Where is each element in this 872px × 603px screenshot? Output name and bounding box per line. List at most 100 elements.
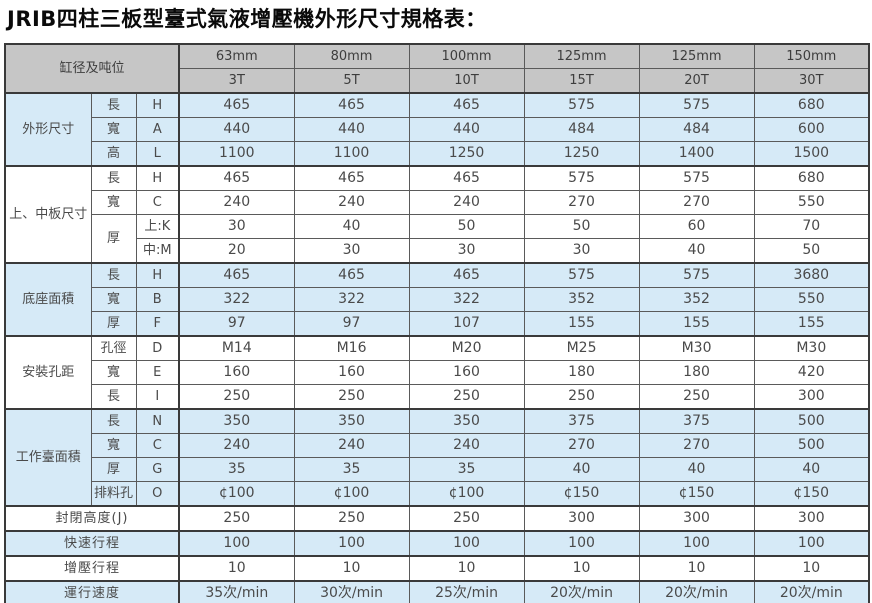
bore-header-cell: 80mm: [293, 43, 410, 69]
value-cell: 40: [638, 238, 755, 264]
value-cell: 155: [753, 311, 870, 337]
value-cell: 60: [638, 214, 755, 239]
value-cell: 352: [638, 287, 755, 312]
value-cell: ¢100: [293, 481, 410, 507]
value-cell: 250: [523, 384, 640, 410]
code-label-cell: F: [135, 311, 180, 337]
value-cell: 465: [178, 92, 295, 118]
dim-label-cell: 排料孔: [90, 481, 137, 507]
value-cell: 240: [178, 190, 295, 215]
value-cell: ¢100: [408, 481, 525, 507]
value-cell: 155: [523, 311, 640, 337]
value-cell: 465: [293, 165, 410, 191]
value-cell: 420: [753, 360, 870, 385]
value-cell: M30: [753, 335, 870, 361]
value-cell: 375: [523, 408, 640, 434]
bore-header-cell: 150mm: [753, 43, 870, 69]
spec-table: 缸径及吨位 63mm 80mm 100mm 125mm 125mm 150mm 3T 5T 10T…: [4, 43, 871, 603]
footer-label-cell: 運行速度: [4, 580, 180, 603]
value-cell: 1250: [408, 141, 525, 167]
dim-label-cell: 寬: [90, 360, 137, 385]
value-cell: 350: [408, 408, 525, 434]
value-cell: 600: [753, 117, 870, 142]
code-label-cell: A: [135, 117, 180, 142]
dim-label-cell: 寬: [90, 433, 137, 458]
group-label-cell: 工作臺面積: [4, 408, 92, 507]
table-row: 排料孔 O ¢100 ¢100 ¢100 ¢150 ¢150 ¢150: [5, 481, 870, 507]
table-row: 寬 B 322 322 322 352 352 550: [5, 287, 870, 312]
value-cell: 465: [178, 165, 295, 191]
value-cell: 250: [178, 505, 295, 532]
dim-label-cell: 長: [90, 165, 137, 191]
tonnage-header-cell: 15T: [523, 68, 640, 94]
value-cell: 575: [523, 92, 640, 118]
value-cell: 240: [293, 190, 410, 215]
code-label-cell: H: [135, 262, 180, 288]
value-cell: 35: [293, 457, 410, 482]
table-row: 厚 F 97 97 107 155 155 155: [5, 311, 870, 337]
dim-label-cell: 寬: [90, 117, 137, 142]
code-label-cell: D: [135, 335, 180, 361]
value-cell: 40: [523, 457, 640, 482]
value-cell: 465: [408, 92, 525, 118]
bore-header-cell: 100mm: [408, 43, 525, 69]
code-label-cell: B: [135, 287, 180, 312]
value-cell: 180: [523, 360, 640, 385]
dim-label-cell: 孔徑: [90, 335, 137, 361]
table-row: 寬 E 160 160 160 180 180 420: [5, 360, 870, 385]
group-label-cell: 上、中板尺寸: [4, 165, 92, 264]
bore-header-cell: 63mm: [178, 43, 295, 69]
value-cell: 40: [638, 457, 755, 482]
tonnage-header-cell: 5T: [293, 68, 410, 94]
value-cell: 180: [638, 360, 755, 385]
value-cell: 20次/min: [638, 580, 755, 603]
value-cell: ¢100: [178, 481, 295, 507]
value-cell: 250: [408, 505, 525, 532]
value-cell: 50: [753, 238, 870, 264]
value-cell: 680: [753, 165, 870, 191]
group-label-cell: 安裝孔距: [4, 335, 92, 410]
tonnage-header-cell: 20T: [638, 68, 755, 94]
value-cell: 575: [638, 92, 755, 118]
value-cell: 30: [408, 238, 525, 264]
value-cell: 350: [293, 408, 410, 434]
code-label-cell: C: [135, 190, 180, 215]
value-cell: 250: [178, 384, 295, 410]
footer-label-cell: 快速行程: [4, 530, 180, 557]
table-row: 高 L 1100 1100 1250 1250 1400 1500: [5, 141, 870, 167]
value-cell: 30: [293, 238, 410, 264]
value-cell: 484: [523, 117, 640, 142]
value-cell: 50: [523, 214, 640, 239]
value-cell: 550: [753, 287, 870, 312]
value-cell: 160: [293, 360, 410, 385]
value-cell: 160: [178, 360, 295, 385]
code-label-cell: O: [135, 481, 180, 507]
value-cell: 25次/min: [408, 580, 525, 603]
code-label-cell: 中:M: [135, 238, 180, 264]
value-cell: 20次/min: [753, 580, 870, 603]
value-cell: M20: [408, 335, 525, 361]
value-cell: 322: [408, 287, 525, 312]
dim-label-cell: 長: [90, 384, 137, 410]
dim-label-cell: 厚: [90, 214, 137, 264]
dim-label-cell: 高: [90, 141, 137, 167]
value-cell: 575: [523, 165, 640, 191]
table-row: 厚上:K 30 40 50 50 60 70: [5, 214, 870, 264]
value-cell: 160: [408, 360, 525, 385]
value-cell: 97: [178, 311, 295, 337]
bore-header-cell: 125mm: [638, 43, 755, 69]
dim-label-cell: 寬: [90, 287, 137, 312]
value-cell: 270: [523, 190, 640, 215]
value-cell: 270: [523, 433, 640, 458]
tonnage-header-cell: 10T: [408, 68, 525, 94]
value-cell: 30: [523, 238, 640, 264]
value-cell: M25: [523, 335, 640, 361]
code-label-cell: L: [135, 141, 180, 167]
code-label-cell: 上:K: [135, 214, 180, 239]
table-body: 外形尺寸長 H 465 465 465 575 575 680 寬 A 440 440 440 484 48…: [4, 92, 870, 603]
footer-label-cell: 封閉高度(J): [4, 505, 180, 532]
page-title: JRIB四柱三板型臺式氣液增壓機外形尺寸規格表：: [7, 7, 487, 31]
value-cell: 100: [523, 530, 640, 557]
value-cell: 240: [178, 433, 295, 458]
value-cell: ¢150: [638, 481, 755, 507]
